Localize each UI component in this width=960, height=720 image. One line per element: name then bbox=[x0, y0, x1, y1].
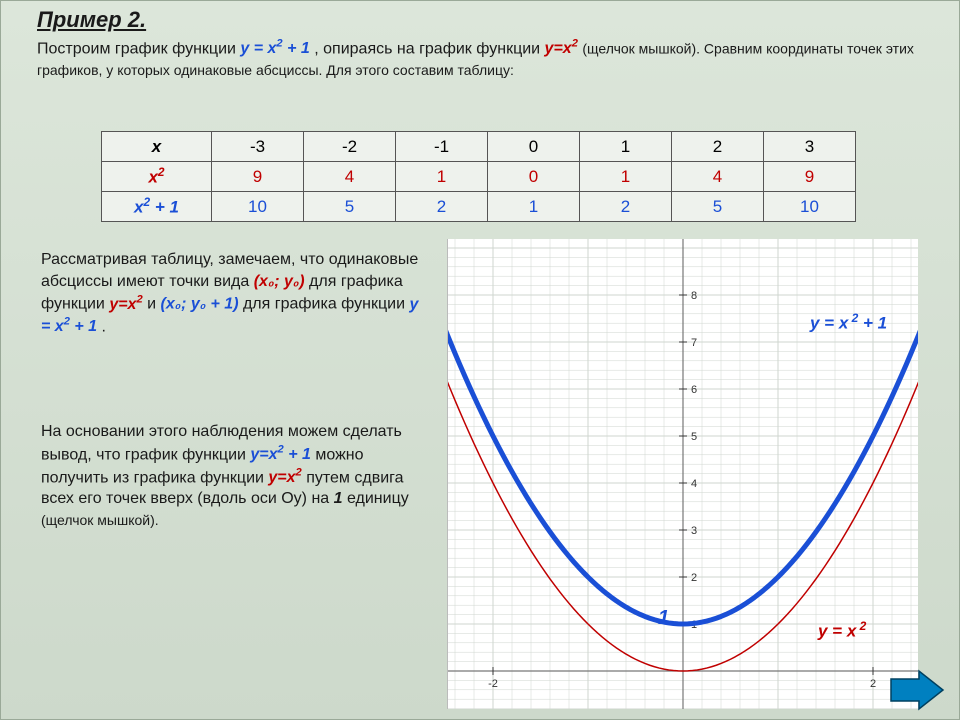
intro-fn-red: у=х2 bbox=[545, 40, 578, 57]
svg-text:8: 8 bbox=[691, 290, 697, 302]
intro-paragraph: Построим график функции у = х2 + 1 , опи… bbox=[37, 37, 939, 82]
svg-text:6: 6 bbox=[691, 384, 697, 396]
table-row: х2 + 1 10 5 2 1 2 5 10 bbox=[102, 192, 856, 222]
table-row: х2 9 4 1 0 1 4 9 bbox=[102, 162, 856, 192]
intro-fn-blue: у = х2 + 1 bbox=[240, 40, 309, 57]
row-header-x2p1: х2 + 1 bbox=[102, 192, 212, 222]
svg-text:2: 2 bbox=[691, 572, 697, 584]
row-header-x: х bbox=[102, 132, 212, 162]
example-title: Пример 2. bbox=[37, 7, 146, 33]
table-row: х -3 -2 -1 0 1 2 3 bbox=[102, 132, 856, 162]
conclusion-paragraph: На основании этого наблюдения можем сдел… bbox=[41, 421, 421, 532]
next-slide-button[interactable] bbox=[889, 669, 945, 711]
slide-root: Пример 2. Построим график функции у = х2… bbox=[0, 0, 960, 720]
svg-text:2: 2 bbox=[870, 678, 876, 690]
observation-paragraph: Рассматривая таблицу, замечаем, что один… bbox=[41, 249, 421, 338]
svg-text:-2: -2 bbox=[488, 678, 498, 690]
point-blue: (х₀; у₀ + 1) bbox=[161, 296, 239, 313]
svg-text:7: 7 bbox=[691, 337, 697, 349]
arrow-right-icon bbox=[889, 669, 945, 711]
svg-text:4: 4 bbox=[691, 478, 697, 490]
intro-t1: Построим график функции bbox=[37, 40, 240, 57]
fn-red-inline: у=х2 bbox=[109, 296, 142, 313]
curve-label-red: у = х 2 bbox=[818, 619, 866, 642]
value-table: х -3 -2 -1 0 1 2 3 х2 9 4 1 0 1 4 9 х2 +… bbox=[101, 131, 856, 222]
intro-t2: , опираясь на график функции bbox=[314, 40, 544, 57]
row-header-x2: х2 bbox=[102, 162, 212, 192]
curve-label-blue: у = х 2 + 1 bbox=[810, 311, 887, 334]
svg-text:3: 3 bbox=[691, 525, 697, 537]
parabola-chart: -2212345678 у = х 2 + 1 у = х 2 1 bbox=[447, 239, 917, 709]
svg-text:5: 5 bbox=[691, 431, 697, 443]
point-red: (х₀; у₀) bbox=[254, 273, 305, 290]
vertex-label-one: 1 bbox=[658, 607, 669, 630]
